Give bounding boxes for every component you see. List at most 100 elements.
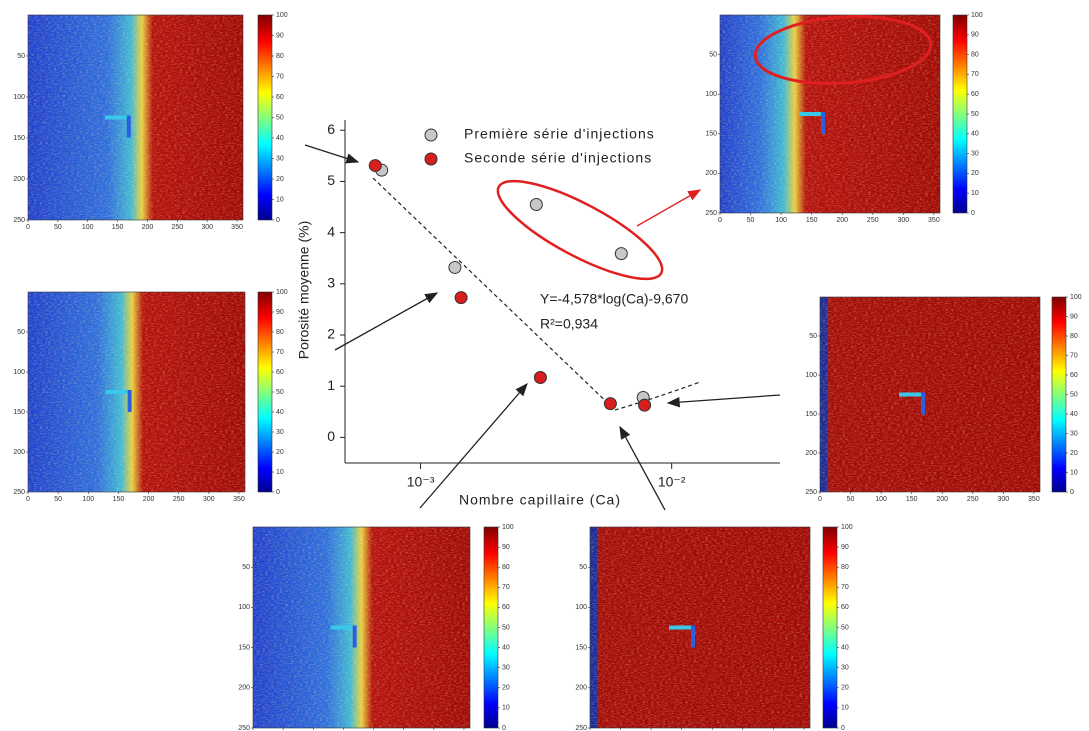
injection-marker bbox=[104, 115, 129, 120]
colorbar-tick-label: 20 bbox=[276, 176, 284, 183]
legend-marker bbox=[424, 128, 438, 142]
y-tick-label: 50 bbox=[17, 329, 25, 336]
y-tick-label: 0 bbox=[327, 428, 335, 444]
x-tick-label: 50 bbox=[747, 217, 755, 224]
colorbar-tick-label: 0 bbox=[276, 489, 280, 496]
x-tick-label: 150 bbox=[113, 496, 125, 503]
x-tick-label: 150 bbox=[112, 224, 124, 231]
x-tick-label: 100 bbox=[875, 496, 887, 503]
data-point bbox=[638, 398, 652, 412]
y-tick-label: 250 bbox=[705, 210, 717, 217]
y-tick-label: 100 bbox=[238, 604, 250, 611]
colorbar-tick-label: 30 bbox=[1070, 430, 1078, 437]
injection-marker bbox=[127, 390, 132, 412]
y-tick-label: 150 bbox=[13, 135, 25, 142]
highlight-ellipse bbox=[753, 15, 933, 85]
y-tick-label: 100 bbox=[805, 372, 817, 379]
heatmap-frame bbox=[27, 291, 246, 493]
colorbar-tick-label: 90 bbox=[841, 544, 849, 551]
colorbar-tick-label: 10 bbox=[502, 705, 510, 712]
heatmap-frame bbox=[589, 526, 811, 729]
colorbar-tick-label: 100 bbox=[971, 12, 983, 19]
colorbar-tick-label: 80 bbox=[502, 564, 510, 571]
y-tick-label: 150 bbox=[805, 411, 817, 418]
equation: Y=-4,578*log(Ca)-9,670 bbox=[540, 291, 688, 307]
colorbar bbox=[257, 14, 273, 221]
colorbar bbox=[1051, 296, 1067, 493]
legend-marker bbox=[424, 152, 438, 166]
colorbar-tick-label: 40 bbox=[502, 644, 510, 651]
colorbar bbox=[952, 14, 968, 214]
colorbar-tick-label: 20 bbox=[1070, 450, 1078, 457]
colorbar-tick-label: 50 bbox=[502, 624, 510, 631]
x-tick-label: 300 bbox=[897, 217, 909, 224]
data-point bbox=[614, 247, 628, 261]
arrow bbox=[334, 292, 439, 351]
colorbar-tick-label: 80 bbox=[276, 53, 284, 60]
annotation-shapes bbox=[304, 15, 933, 511]
heatmap-panel: 0501001502002503003505010015020025001020… bbox=[238, 524, 513, 731]
colorbar-tick-label: 70 bbox=[1070, 352, 1078, 359]
x-tick-label: 100 bbox=[82, 496, 94, 503]
x-tick-label: 0 bbox=[818, 496, 822, 503]
colorbar bbox=[257, 291, 273, 493]
colorbar-tick-label: 50 bbox=[276, 389, 284, 396]
colorbar-tick-label: 100 bbox=[502, 524, 514, 531]
y-tick-label: 1 bbox=[327, 377, 335, 393]
x-tick-label: 50 bbox=[54, 224, 62, 231]
x-tick-label: 200 bbox=[143, 496, 155, 503]
colorbar-tick-label: 20 bbox=[502, 685, 510, 692]
colorbar-tick-label: 40 bbox=[276, 135, 284, 142]
colorbar-tick-label: 70 bbox=[841, 584, 849, 591]
colorbar-tick-label: 70 bbox=[276, 349, 284, 356]
injection-marker bbox=[126, 115, 131, 138]
colorbar-tick-label: 0 bbox=[841, 725, 845, 731]
colorbar-tick-label: 60 bbox=[276, 369, 284, 376]
injection-marker bbox=[352, 625, 357, 648]
y-tick-label: 200 bbox=[805, 450, 817, 457]
x-tick-label: 250 bbox=[967, 496, 979, 503]
injection-marker bbox=[105, 390, 130, 394]
x-tick-label: 50 bbox=[54, 496, 62, 503]
injection-marker bbox=[821, 112, 825, 134]
heatmap-texture bbox=[253, 527, 470, 728]
y-tick-label: 250 bbox=[13, 217, 25, 224]
data-point bbox=[533, 371, 547, 385]
scatter-chart: Porosité moyenne (%) Nombre capillaire (… bbox=[296, 120, 780, 508]
y-tick-label: 250 bbox=[13, 489, 25, 496]
y-tick-label: 200 bbox=[238, 685, 250, 692]
colorbar-tick-label: 100 bbox=[1070, 294, 1082, 301]
y-tick-label: 200 bbox=[13, 449, 25, 456]
legend-label: Première série d'injections bbox=[464, 126, 655, 142]
x-tick-label: 150 bbox=[806, 217, 818, 224]
colorbar-tick-label: 10 bbox=[971, 190, 979, 197]
arrow bbox=[636, 189, 702, 227]
x-tick-label: 0 bbox=[26, 224, 30, 231]
colorbar-tick-label: 90 bbox=[276, 32, 284, 39]
colorbar-tick-label: 70 bbox=[502, 584, 510, 591]
heatmap-frame bbox=[27, 14, 244, 221]
heatmap-frame bbox=[819, 296, 1041, 493]
injection-marker bbox=[330, 625, 355, 630]
y-tick-label: 250 bbox=[238, 725, 250, 731]
x-tick-label: 150 bbox=[906, 496, 918, 503]
y-tick-label: 150 bbox=[13, 409, 25, 416]
x-tick-label: 350 bbox=[1028, 496, 1040, 503]
arrow bbox=[666, 394, 781, 408]
highlight-ellipse bbox=[496, 179, 664, 281]
data-point bbox=[454, 291, 468, 305]
colorbar-tick-label: 30 bbox=[971, 150, 979, 157]
colorbar-tick-label: 10 bbox=[276, 469, 284, 476]
x-tick-label: 300 bbox=[203, 496, 215, 503]
y-tick-label: 2 bbox=[327, 326, 335, 342]
r-squared: R²=0,934 bbox=[540, 316, 598, 332]
colorbar-tick-label: 60 bbox=[276, 94, 284, 101]
x-tick-label: 100 bbox=[775, 217, 787, 224]
colorbar-tick-label: 60 bbox=[502, 604, 510, 611]
data-point bbox=[603, 397, 617, 411]
colorbar-tick-label: 50 bbox=[1070, 391, 1078, 398]
colorbar-tick-label: 50 bbox=[276, 114, 284, 121]
